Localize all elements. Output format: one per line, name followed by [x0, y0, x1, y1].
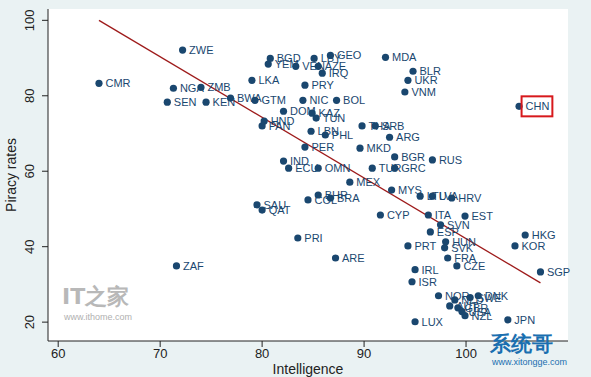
svg-text:COL: COL — [315, 194, 338, 206]
svg-text:ITA: ITA — [434, 209, 452, 221]
svg-text:SGP: SGP — [547, 266, 570, 278]
svg-text:NGA: NGA — [180, 82, 205, 94]
svg-text:PER: PER — [311, 141, 334, 153]
svg-text:20: 20 — [22, 315, 37, 329]
svg-text:70: 70 — [153, 346, 167, 361]
svg-text:KOR: KOR — [521, 240, 545, 252]
svg-text:HND: HND — [270, 115, 295, 128]
svg-text:TUR: TUR — [379, 162, 402, 174]
svg-text:UKR: UKR — [414, 74, 437, 86]
svg-text:NIC: NIC — [309, 94, 329, 107]
svg-text:VEN: VEN — [302, 60, 325, 72]
svg-text:LUX: LUX — [422, 316, 444, 328]
svg-text:60: 60 — [51, 346, 65, 361]
html-text:IT之家: IT之家 — [62, 284, 130, 309]
svg-text:ISR: ISR — [419, 276, 437, 288]
svg-text:SRB: SRB — [382, 120, 405, 132]
svg-text:PRT: PRT — [414, 240, 436, 252]
svg-text:IRL: IRL — [422, 264, 439, 276]
svg-text:ZMB: ZMB — [207, 81, 230, 93]
svg-text:CZE: CZE — [463, 260, 485, 272]
svg-text:GTM: GTM — [261, 94, 285, 106]
svg-text:OMN: OMN — [325, 162, 351, 174]
svg-text:HRV: HRV — [458, 192, 482, 204]
svg-text:MKD: MKD — [367, 142, 392, 154]
svg-text:ARE: ARE — [342, 252, 365, 264]
svg-text:BLR: BLR — [419, 65, 441, 78]
svg-text:MDA: MDA — [392, 51, 417, 63]
svg-text:BGR: BGR — [401, 151, 425, 163]
svg-text:SVN: SVN — [447, 218, 470, 231]
svg-text:40: 40 — [22, 239, 37, 253]
svg-text:LTU: LTU — [426, 190, 447, 203]
svg-text:THA: THA — [368, 120, 391, 132]
svg-text:Piracy rates: Piracy rates — [3, 138, 19, 212]
svg-text:ESP: ESP — [436, 226, 459, 238]
svg-text:IND: IND — [290, 155, 309, 167]
svg-text:GEO: GEO — [336, 49, 362, 62]
svg-text:PRY: PRY — [311, 79, 334, 91]
svg-text:JPN: JPN — [514, 314, 535, 326]
html-text:www.xitongge.com: www.xitongge.com — [492, 357, 567, 367]
svg-text:BWA: BWA — [237, 92, 262, 104]
svg-text:CYP: CYP — [387, 209, 410, 221]
svg-text:BOL: BOL — [343, 94, 365, 106]
html-text:系统哥: 系统哥 — [490, 332, 553, 356]
svg-text:90: 90 — [357, 346, 371, 361]
svg-text:100: 100 — [22, 9, 37, 31]
svg-text:BRA: BRA — [337, 192, 360, 204]
svg-text:80: 80 — [22, 89, 37, 103]
svg-text:80: 80 — [255, 346, 269, 361]
svg-text:YEM: YEM — [275, 58, 299, 70]
svg-text:100: 100 — [455, 346, 477, 361]
svg-text:RUS: RUS — [439, 154, 462, 166]
svg-text:PHL: PHL — [332, 129, 353, 141]
svg-text:CMR: CMR — [105, 77, 130, 89]
svg-text:PRI: PRI — [304, 232, 322, 244]
svg-text:QAT: QAT — [269, 204, 291, 216]
svg-text:MYS: MYS — [398, 184, 422, 196]
svg-text:SEN: SEN — [174, 96, 197, 108]
svg-text:VNM: VNM — [411, 86, 435, 98]
svg-text:SVK: SVK — [451, 241, 474, 254]
svg-text:LVA: LVA — [439, 190, 459, 202]
svg-text:ZWE: ZWE — [189, 44, 213, 56]
svg-text:DOM: DOM — [290, 105, 316, 117]
svg-text:ARG: ARG — [396, 131, 420, 143]
svg-text:KEN: KEN — [213, 96, 236, 108]
svg-text:ECU: ECU — [295, 162, 318, 174]
svg-text:FRA: FRA — [454, 252, 477, 264]
svg-text:HKG: HKG — [531, 229, 556, 241]
svg-text:GRC: GRC — [401, 162, 426, 174]
svg-text:CHN: CHN — [526, 100, 550, 112]
svg-text:IRQ: IRQ — [329, 67, 349, 79]
svg-text:NZL: NZL — [472, 310, 493, 322]
svg-text:60: 60 — [22, 164, 37, 178]
svg-text:ZAF: ZAF — [183, 260, 204, 272]
svg-text:LKA: LKA — [258, 74, 279, 86]
svg-text:EST: EST — [472, 210, 494, 222]
svg-text:DNK: DNK — [485, 290, 509, 302]
svg-text:LBN: LBN — [317, 125, 339, 138]
svg-text:TUN: TUN — [323, 112, 346, 124]
svg-text:NOR: NOR — [445, 289, 470, 302]
svg-text:Intelligence: Intelligence — [273, 361, 344, 377]
html-text:www.ithome.com: www.ithome.com — [64, 312, 132, 322]
svg-text:MEX: MEX — [356, 176, 381, 188]
